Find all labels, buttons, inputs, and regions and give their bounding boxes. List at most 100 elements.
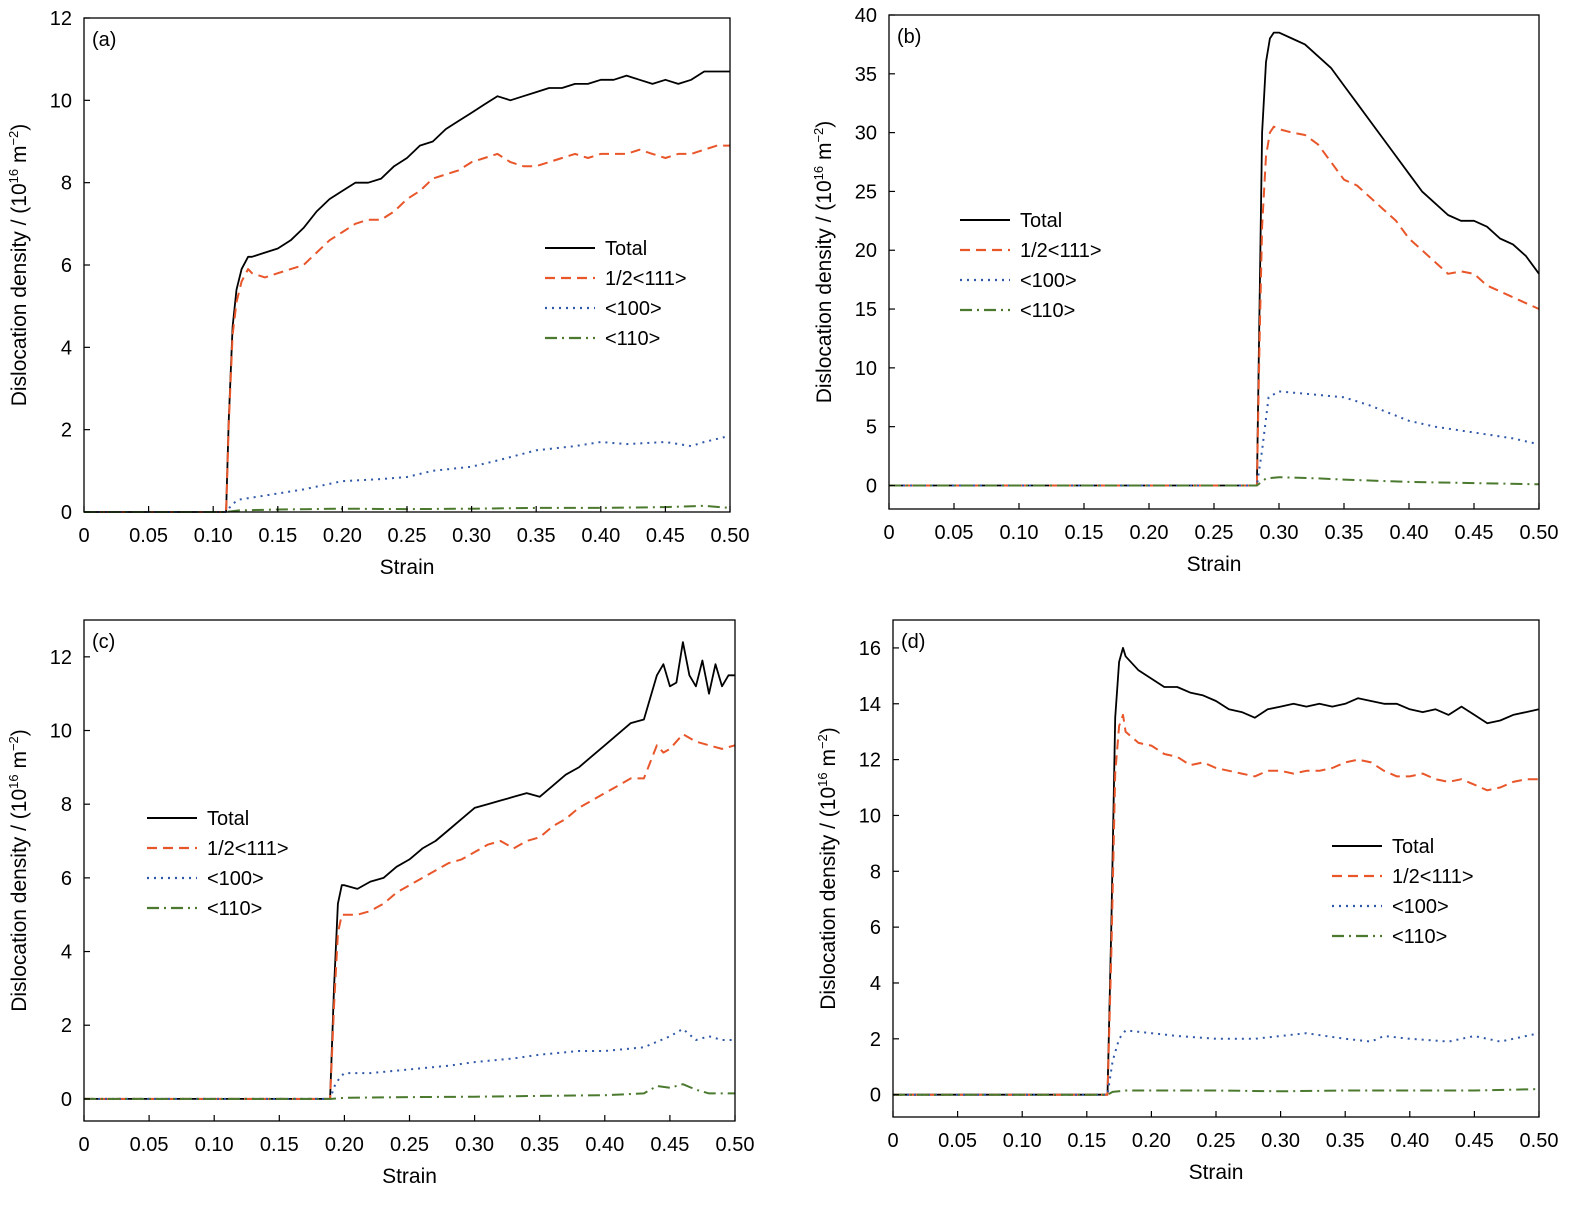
x-tick-label-b-0: 0 bbox=[883, 522, 894, 544]
x-tick-label-a-9: 0.45 bbox=[646, 525, 685, 547]
x-tick-label-c-1: 0.05 bbox=[130, 1134, 169, 1156]
y-axis-label-b: Dislocation density / (1016 m−2) bbox=[811, 121, 836, 404]
y-tick-label-c-1: 2 bbox=[61, 1015, 72, 1037]
x-tick-label-a-5: 0.25 bbox=[388, 525, 427, 547]
y-tick-label-b-2: 10 bbox=[855, 358, 877, 380]
x-tick-label-d-6: 0.30 bbox=[1261, 1130, 1300, 1152]
y-tick-label-a-1: 2 bbox=[61, 420, 72, 442]
y-tick-label-d-3: 6 bbox=[870, 917, 881, 939]
x-tick-label-c-5: 0.25 bbox=[390, 1134, 429, 1156]
panel-label-b: (b) bbox=[897, 26, 921, 48]
x-tick-label-c-4: 0.20 bbox=[325, 1134, 364, 1156]
y-axis-label-d: Dislocation density / (1016 m−2) bbox=[815, 727, 840, 1010]
legend-label-d-0: Total bbox=[1392, 836, 1434, 858]
y-tick-label-c-2: 4 bbox=[61, 942, 72, 964]
x-tick-label-c-3: 0.15 bbox=[260, 1134, 299, 1156]
x-tick-label-c-10: 0.50 bbox=[716, 1134, 755, 1156]
x-tick-label-c-6: 0.30 bbox=[455, 1134, 494, 1156]
x-tick-label-b-7: 0.35 bbox=[1325, 522, 1364, 544]
legend-label-c-3: <110> bbox=[207, 898, 262, 920]
y-tick-label-b-3: 15 bbox=[855, 299, 877, 321]
x-tick-label-c-2: 0.10 bbox=[195, 1134, 234, 1156]
x-axis-label-a: Strain bbox=[380, 556, 435, 579]
legend-label-a-2: <100> bbox=[605, 298, 662, 320]
x-tick-label-a-1: 0.05 bbox=[129, 525, 168, 547]
panel-label-d: (d) bbox=[901, 631, 925, 653]
series-line-a-0 bbox=[84, 70, 730, 513]
series-line-b-3 bbox=[889, 476, 1540, 487]
chart-panel-b: 0 0.05 0.10 0.15 0.20 0.25 0.30 0.35 0.40 0.45 0.5… bbox=[810, 0, 1590, 600]
y-tick-label-d-5: 10 bbox=[859, 805, 881, 827]
y-tick-label-c-0: 0 bbox=[61, 1089, 72, 1111]
legend-a: Total 1/2<111> <100> <110> bbox=[545, 238, 687, 350]
series-line-b-1 bbox=[889, 125, 1540, 487]
x-tick-label-b-10: 0.50 bbox=[1520, 522, 1559, 544]
x-tick-label-b-6: 0.30 bbox=[1260, 522, 1299, 544]
plot-frame-c bbox=[83, 619, 736, 1122]
chart-a-svg: 0 0.05 0.10 0.15 0.20 0.25 0.30 0.35 0.40 0.45 0.5… bbox=[6, 8, 750, 579]
x-tick-label-a-2: 0.10 bbox=[194, 525, 233, 547]
series-line-a-1 bbox=[84, 144, 730, 513]
legend-label-a-3: <110> bbox=[605, 328, 660, 350]
series-line-d-3 bbox=[893, 1088, 1540, 1096]
x-tick-label-d-3: 0.15 bbox=[1067, 1130, 1106, 1152]
x-tick-label-b-1: 0.05 bbox=[935, 522, 974, 544]
y-tick-label-d-6: 12 bbox=[859, 750, 881, 772]
x-tick-label-a-4: 0.20 bbox=[323, 525, 362, 547]
chart-d-svg: 0 0.05 0.10 0.15 0.20 0.25 0.30 0.35 0.40 0.45 0.5… bbox=[815, 619, 1558, 1184]
x-tick-label-d-0: 0 bbox=[887, 1130, 898, 1152]
legend-c: Total 1/2<111> <100> <110> bbox=[147, 808, 289, 920]
x-tick-label-b-2: 0.10 bbox=[1000, 522, 1039, 544]
series-line-d-0 bbox=[893, 647, 1540, 1096]
y-tick-label-c-3: 6 bbox=[61, 868, 72, 890]
series-line-b-0 bbox=[889, 31, 1540, 487]
series-line-a-2 bbox=[84, 434, 731, 513]
x-tick-label-a-0: 0 bbox=[78, 525, 89, 547]
x-tick-label-a-7: 0.35 bbox=[517, 525, 556, 547]
y-tick-label-b-1: 5 bbox=[866, 417, 877, 439]
y-tick-label-a-4: 8 bbox=[61, 173, 72, 195]
y-tick-label-b-7: 35 bbox=[855, 64, 877, 86]
series-line-d-2 bbox=[893, 1029, 1540, 1096]
series-line-c-1 bbox=[84, 733, 736, 1100]
chart-c-svg: 0 0.05 0.10 0.15 0.20 0.25 0.30 0.35 0.40 0.45 0.5… bbox=[6, 619, 755, 1188]
chart-panel-a: 0 0.05 0.10 0.15 0.20 0.25 0.30 0.35 0.40 0.45 0.5… bbox=[0, 0, 800, 600]
series-line-c-3 bbox=[84, 1083, 735, 1100]
x-tick-label-d-9: 0.45 bbox=[1455, 1130, 1494, 1152]
legend-label-c-0: Total bbox=[207, 808, 249, 830]
legend-label-a-0: Total bbox=[605, 238, 647, 260]
legend-label-d-3: <110> bbox=[1392, 926, 1447, 948]
legend-d: Total 1/2<111> <100> <110> bbox=[1332, 836, 1474, 948]
y-tick-label-a-2: 4 bbox=[61, 337, 72, 359]
x-tick-label-a-10: 0.50 bbox=[711, 525, 750, 547]
plot-frame-b bbox=[888, 14, 1540, 510]
y-tick-label-d-4: 8 bbox=[870, 861, 881, 883]
y-tick-label-c-4: 8 bbox=[61, 794, 72, 816]
series-line-b-2 bbox=[889, 390, 1540, 487]
legend-label-c-1: 1/2<111> bbox=[207, 838, 289, 860]
legend-label-b-3: <110> bbox=[1020, 300, 1075, 322]
x-tick-label-d-5: 0.25 bbox=[1197, 1130, 1236, 1152]
x-tick-label-d-1: 0.05 bbox=[938, 1130, 977, 1152]
y-tick-label-b-5: 25 bbox=[855, 181, 877, 203]
y-axis-label-c: Dislocation density / (1016 m−2) bbox=[6, 729, 31, 1012]
x-tick-label-c-7: 0.35 bbox=[520, 1134, 559, 1156]
x-tick-label-d-4: 0.20 bbox=[1132, 1130, 1171, 1152]
series-line-a-3 bbox=[84, 504, 731, 513]
x-tick-label-d-7: 0.35 bbox=[1326, 1130, 1365, 1152]
y-tick-label-d-1: 2 bbox=[870, 1029, 881, 1051]
y-tick-label-a-5: 10 bbox=[50, 90, 72, 112]
panel-label-c: (c) bbox=[92, 631, 115, 653]
legend-label-b-2: <100> bbox=[1020, 270, 1077, 292]
y-tick-label-a-6: 12 bbox=[50, 8, 72, 30]
legend-b: Total 1/2<111> <100> <110> bbox=[960, 210, 1102, 322]
x-tick-label-c-0: 0 bbox=[78, 1134, 89, 1156]
legend-label-c-2: <100> bbox=[207, 868, 264, 890]
x-tick-label-a-3: 0.15 bbox=[258, 525, 297, 547]
y-tick-label-d-2: 4 bbox=[870, 973, 881, 995]
chart-b-svg: 0 0.05 0.10 0.15 0.20 0.25 0.30 0.35 0.40 0.45 0.5… bbox=[811, 5, 1559, 576]
y-tick-label-d-8: 16 bbox=[859, 638, 881, 660]
legend-label-b-1: 1/2<111> bbox=[1020, 240, 1102, 262]
x-tick-label-b-8: 0.40 bbox=[1390, 522, 1429, 544]
x-tick-label-b-4: 0.20 bbox=[1130, 522, 1169, 544]
